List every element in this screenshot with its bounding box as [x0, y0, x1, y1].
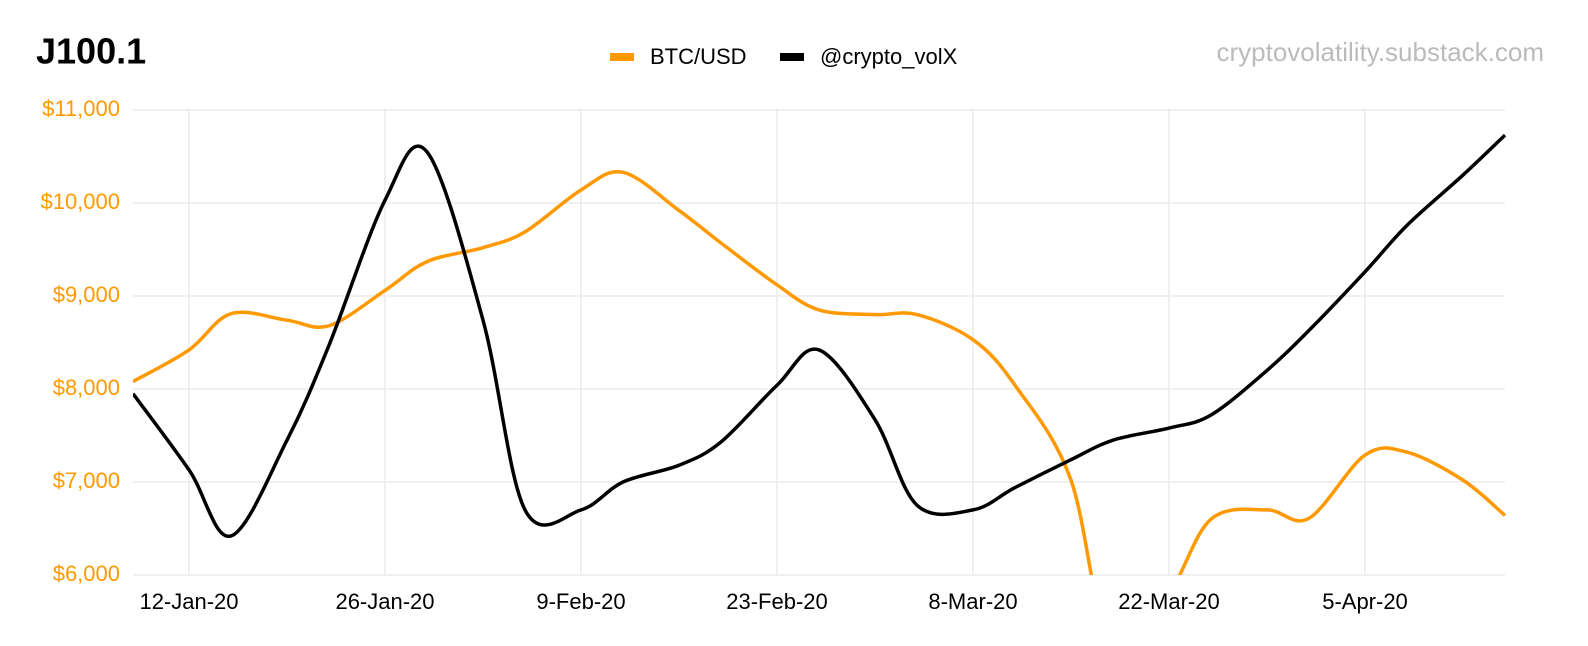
y-tick-label: $11,000 — [42, 96, 120, 121]
y-tick-label: $6,000 — [53, 561, 120, 586]
x-tick-label: 12-Jan-20 — [139, 589, 238, 614]
legend-swatch — [780, 53, 804, 61]
grid — [133, 109, 1505, 576]
chart-title: J100.1 — [36, 31, 146, 72]
x-tick-label: 8-Mar-20 — [928, 589, 1017, 614]
plot-area — [133, 133, 1507, 575]
series-line — [133, 169, 1507, 575]
legend-label: @crypto_volX — [820, 44, 958, 69]
watermark: cryptovolatility.substack.com — [1216, 37, 1544, 67]
x-tick-label: 23-Feb-20 — [726, 589, 828, 614]
y-tick-label: $10,000 — [40, 189, 120, 214]
y-tick-label: $8,000 — [53, 375, 120, 400]
x-tick-label: 5-Apr-20 — [1322, 589, 1408, 614]
legend-label: BTC/USD — [650, 44, 747, 69]
x-tick-label: 26-Jan-20 — [335, 589, 434, 614]
x-tick-label: 22-Mar-20 — [1118, 589, 1219, 614]
series-line — [133, 133, 1507, 538]
y-tick-label: $7,000 — [53, 468, 120, 493]
x-tick-label: 9-Feb-20 — [536, 589, 625, 614]
legend-swatch — [610, 53, 634, 61]
y-tick-label: $9,000 — [53, 282, 120, 307]
